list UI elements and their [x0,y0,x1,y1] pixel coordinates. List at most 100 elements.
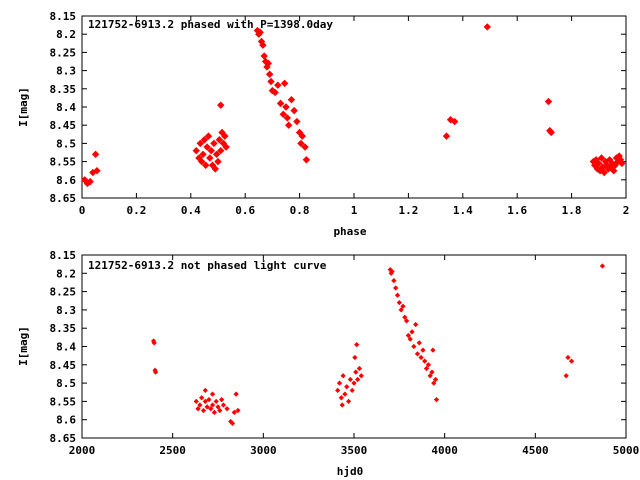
phased-y-tick-label: 8.2 [56,28,76,41]
unphased-data-point [416,340,422,346]
phased-x-tick-label: 1.8 [562,204,582,217]
phased-data-point [203,143,211,151]
phased-data-point [217,146,225,155]
phased-plot-title: 121752-6913.2 phased with P=1398.0day [88,18,333,31]
phased-y-tick-label: 8.65 [50,192,77,205]
phased-x-tick-label: 0.8 [290,204,310,217]
unphased-data-point [347,376,353,383]
unphased-y-tick-label: 8.5 [56,377,76,390]
phased-data-point [86,177,94,186]
phased-data-point [442,132,451,140]
phased-x-tick-label: 0 [79,204,86,217]
phased-data-point [285,121,293,129]
phased-plot-frame [81,15,627,199]
unphased-data-point [209,391,216,397]
phased-data-point [276,99,285,108]
unphased-y-tick-label: 8.3 [56,304,76,317]
unphased-data-point [353,369,359,375]
phased-y-axis-label: I[mag] [17,87,30,127]
unphased-data-point [339,402,345,408]
phased-data-point [282,103,290,111]
unphased-data-point [403,318,410,324]
phased-data-point [547,128,555,137]
phased-y-tick-label: 8.6 [56,174,76,187]
unphased-plot-title: 121752-6913.2 not phased light curve [88,259,327,272]
unphased-data-point [204,404,210,410]
phased-x-tick-label: 0.4 [181,204,201,217]
unphased-y-tick-label: 8.65 [50,432,77,445]
unphased-data-point [565,354,571,361]
phased-data-point [221,132,229,140]
unphased-y-tick-label: 8.45 [50,359,77,372]
phased-data-point [210,139,218,148]
phased-data-point [211,165,219,173]
unphased-x-tick-label: 3500 [341,444,368,457]
unphased-data-point [152,369,159,375]
phased-data-point [283,114,292,122]
unphased-data-point [358,373,364,379]
phased-data-point [207,146,215,155]
phased-data-point [192,146,200,155]
phased-data-point [274,81,282,89]
phased-data-point [200,136,209,144]
phased-y-tick-label: 8.3 [56,65,76,78]
phased-data-point [298,132,307,140]
phased-x-tick-label: 1.6 [507,204,527,217]
phased-data-point [197,157,206,166]
unphased-data-point [209,402,216,408]
unphased-x-tick-label: 3000 [250,444,277,457]
phased-x-tick-label: 1.4 [453,204,473,217]
unphased-light-curve-panel: 121752-6913.2 not phased light curve hjd… [17,249,639,478]
unphased-data-point [195,406,201,412]
unphased-y-tick-label: 8.4 [56,341,76,354]
phased-data-point [222,143,230,151]
unphased-data-point [409,329,415,335]
unphased-data-point [200,407,207,414]
unphased-data-point [336,380,343,386]
unphased-data-point [418,354,424,361]
unphased-data-point [197,402,203,408]
unphased-data-point [407,336,413,342]
unphased-x-tick-label: 4000 [431,444,458,457]
unphased-data-point [568,358,575,364]
unphased-data-point [356,365,363,372]
phased-data-point [301,143,309,151]
phased-data-point [265,70,274,78]
unphased-data-point [219,396,225,403]
unphased-data-point [233,391,239,397]
unphased-data-point [344,384,350,390]
phased-x-axis-label: phase [333,225,366,238]
unphased-data-point [220,402,227,408]
phased-data-point [206,154,214,162]
phased-x-tick-label: 1.2 [398,204,418,217]
unphased-data-point [342,391,348,397]
phased-y-tick-label: 8.4 [56,101,76,114]
phased-data-point [293,117,301,126]
unphased-data-point [402,314,408,320]
phased-y-tick-label: 8.5 [56,137,76,150]
unphased-y-tick-label: 8.6 [56,414,76,427]
phased-x-tick-label: 2 [623,204,630,217]
unphased-y-tick-label: 8.25 [50,286,77,299]
unphased-data-point [411,343,417,350]
phased-light-curve-panel: 121752-6913.2 phased with P=1398.0day ph… [17,10,629,238]
unphased-data-point [338,395,344,401]
phased-data-point [93,166,101,175]
phased-data-point [204,132,213,140]
phased-y-tick-label: 8.55 [50,156,77,169]
unphased-y-tick-label: 8.15 [50,249,77,262]
unphased-data-point [400,303,406,309]
unphased-data-point [423,365,430,372]
unphased-data-point [422,358,428,364]
phased-data-point [199,150,207,159]
unphased-y-tick-label: 8.55 [50,395,77,408]
unphased-data-point [429,369,435,375]
phased-data-point [595,159,603,168]
phased-y-tick-label: 8.15 [50,10,77,23]
unphased-y-axis-label: I[mag] [17,326,30,366]
phased-data-point [91,150,100,159]
phased-y-tick-label: 8.25 [50,46,77,59]
phased-data-point [280,79,289,88]
phased-x-tick-label: 1 [351,204,358,217]
